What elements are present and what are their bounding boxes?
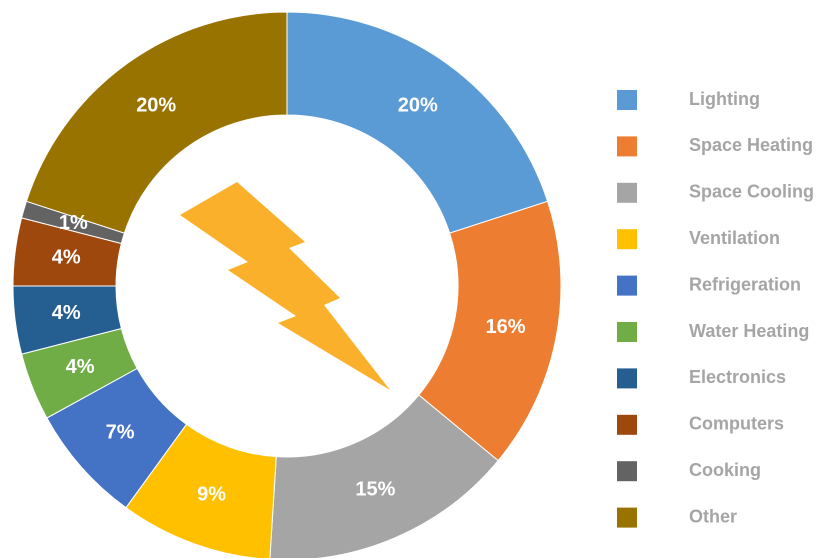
- value-label: 20%: [136, 94, 176, 116]
- legend-label: Refrigeration: [689, 274, 801, 294]
- lightning-icon: [180, 182, 390, 390]
- legend-label: Lighting: [689, 89, 760, 109]
- value-label: 9%: [197, 484, 226, 506]
- legend-swatch: [617, 229, 637, 250]
- legend-swatch: [617, 507, 637, 528]
- legend-swatch: [617, 322, 637, 342]
- value-label: 4%: [52, 302, 81, 324]
- donut-segment: [286, 11, 549, 234]
- value-label: 20%: [398, 94, 438, 116]
- value-label: 16%: [486, 316, 526, 338]
- value-label: 4%: [66, 356, 95, 378]
- legend-label: Space Heating: [689, 135, 813, 155]
- legend-label: Other: [689, 506, 737, 526]
- value-label: 15%: [355, 478, 395, 500]
- legend-label: Computers: [689, 414, 784, 434]
- legend-label: Ventilation: [689, 228, 780, 248]
- legend-swatch: [617, 461, 637, 482]
- legend-swatch: [617, 90, 637, 110]
- legend-swatch: [617, 414, 637, 435]
- legend-swatch: [617, 136, 637, 157]
- legend-label: Water Heating: [689, 321, 809, 341]
- legend-swatch: [617, 368, 637, 389]
- legend-label: Space Cooling: [689, 182, 814, 202]
- legend-swatch: [617, 182, 637, 203]
- value-label: 7%: [106, 421, 135, 443]
- donut-segment: [25, 11, 288, 234]
- legend-swatch: [617, 275, 637, 296]
- value-label: 4%: [52, 246, 81, 268]
- value-label: 1%: [59, 212, 88, 234]
- legend-label: Electronics: [689, 367, 786, 387]
- legend-label: Cooking: [689, 460, 761, 480]
- donut-segment: [269, 394, 499, 558]
